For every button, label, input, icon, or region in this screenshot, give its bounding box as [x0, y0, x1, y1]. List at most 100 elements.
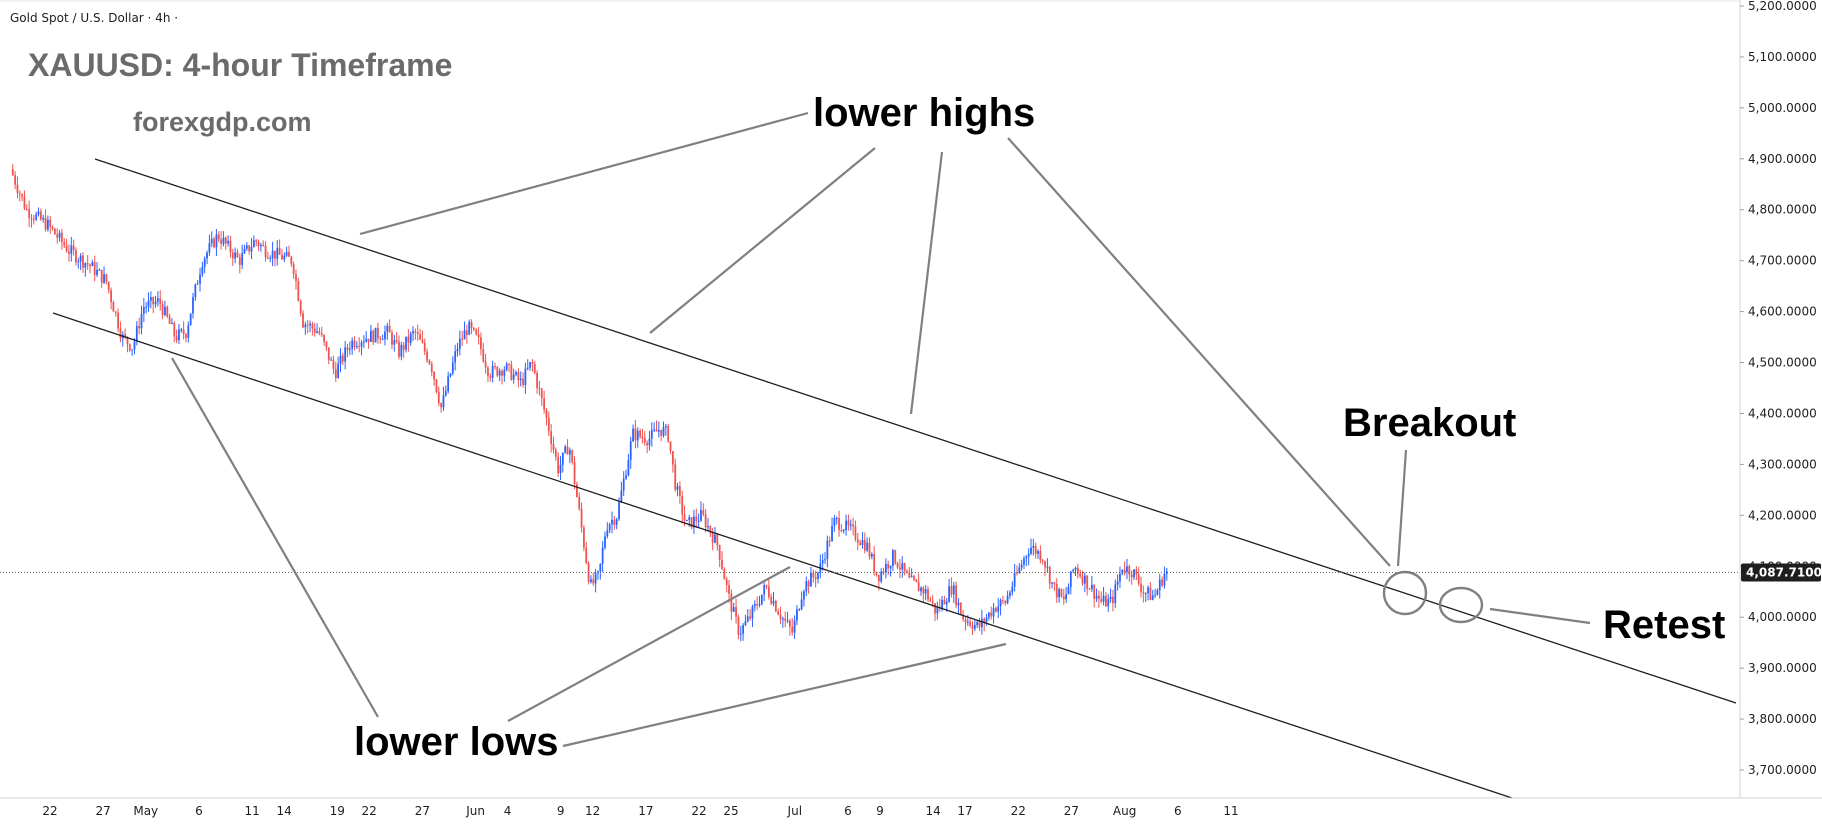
- candle-body: [625, 475, 627, 479]
- candle-body: [580, 508, 583, 528]
- candle-body: [730, 593, 733, 612]
- candle-body: [1051, 582, 1053, 584]
- candle-body: [145, 306, 148, 308]
- lower-lows-pointer-3: [562, 642, 1007, 748]
- candle-body: [796, 609, 798, 621]
- candle-body: [68, 251, 70, 254]
- candle-body: [222, 237, 225, 244]
- candle-body: [629, 441, 632, 461]
- candle-body: [367, 338, 370, 342]
- candle-body: [601, 547, 604, 564]
- candle-body: [957, 602, 960, 606]
- candle-body: [262, 244, 265, 246]
- candle-body: [1027, 553, 1030, 557]
- candle-body: [594, 573, 597, 584]
- candle-body: [868, 542, 871, 557]
- candle-body: [906, 570, 908, 573]
- candle-body: [70, 245, 73, 254]
- candle-body: [789, 620, 791, 627]
- x-tick-label: 12: [585, 804, 600, 818]
- candle-body: [620, 490, 623, 503]
- candle-body: [423, 342, 426, 352]
- candle-body: [583, 527, 585, 548]
- candle-body: [25, 208, 28, 210]
- candle-body: [77, 261, 80, 263]
- y-tick-label: 5,100.0000: [1748, 50, 1817, 64]
- candle-body: [1126, 566, 1128, 573]
- candle-body: [355, 346, 358, 348]
- candle-body: [295, 274, 297, 281]
- candle-body: [838, 518, 840, 530]
- y-tick-label: 4,800.0000: [1748, 203, 1817, 217]
- candle-body: [1144, 593, 1147, 595]
- candle-body: [655, 429, 658, 432]
- candle-body: [737, 616, 740, 635]
- candle-body: [803, 591, 805, 600]
- candle-body: [1055, 584, 1058, 598]
- candle-body: [1090, 584, 1093, 590]
- candle-body: [746, 616, 749, 622]
- symbol-header[interactable]: Gold Spot / U.S. Dollar · 4h ·: [10, 11, 178, 25]
- y-tick-label: 4,400.0000: [1748, 406, 1817, 420]
- candle-body: [192, 297, 194, 314]
- candle-body: [393, 340, 396, 345]
- x-tick-label: 22: [691, 804, 706, 818]
- candle-body: [849, 524, 852, 526]
- candle-body: [1060, 589, 1063, 597]
- candle-body: [950, 586, 953, 595]
- candle-body: [274, 250, 276, 259]
- candle-body: [833, 518, 836, 526]
- candle-body: [1069, 571, 1072, 587]
- candle-body: [723, 568, 726, 580]
- candle-body: [421, 339, 424, 343]
- candle-body: [100, 269, 103, 283]
- candle-body: [812, 572, 815, 578]
- candle-body: [91, 262, 94, 267]
- candle-body: [351, 340, 354, 349]
- candle-body: [934, 603, 936, 614]
- candle-body: [248, 245, 251, 252]
- candle-body: [929, 599, 932, 602]
- candle-body: [472, 327, 475, 330]
- candle-body: [128, 344, 131, 351]
- candle-body: [646, 442, 649, 446]
- candle-body: [639, 430, 641, 437]
- candle-body: [135, 325, 138, 342]
- candle-body: [362, 341, 365, 343]
- candle-body: [451, 362, 454, 374]
- candle-body: [606, 530, 609, 537]
- candle-body: [702, 510, 705, 515]
- y-tick-label: 4,200.0000: [1748, 508, 1817, 522]
- candle-body: [877, 574, 880, 582]
- candle-body: [573, 461, 576, 485]
- candle-body: [1039, 551, 1042, 561]
- lower-lows-pointer-2: [507, 566, 791, 722]
- candle-body: [372, 330, 375, 343]
- candle-body: [1151, 595, 1154, 600]
- candle-body: [131, 349, 134, 351]
- candle-body: [370, 330, 372, 342]
- candle-body: [332, 359, 335, 369]
- candle-body: [941, 599, 943, 609]
- candle-body: [477, 334, 480, 338]
- candle-body: [1030, 547, 1032, 554]
- candle-body: [360, 342, 363, 347]
- candle-body: [82, 255, 84, 268]
- candle-body: [985, 617, 988, 623]
- price-box: [1741, 563, 1821, 582]
- candle-body: [1034, 545, 1037, 554]
- candle-body: [1133, 569, 1135, 578]
- candle-body: [189, 313, 192, 326]
- candle-body: [636, 430, 639, 441]
- candle-body: [1067, 586, 1070, 595]
- candle-body: [931, 601, 934, 604]
- candle-body: [615, 519, 618, 525]
- candle-body: [1053, 582, 1056, 585]
- candle-body: [882, 571, 885, 573]
- candle-body: [374, 327, 377, 343]
- candle-body: [419, 334, 421, 340]
- candle-body: [241, 253, 244, 265]
- candle-body: [267, 257, 269, 259]
- candle-body: [220, 239, 222, 244]
